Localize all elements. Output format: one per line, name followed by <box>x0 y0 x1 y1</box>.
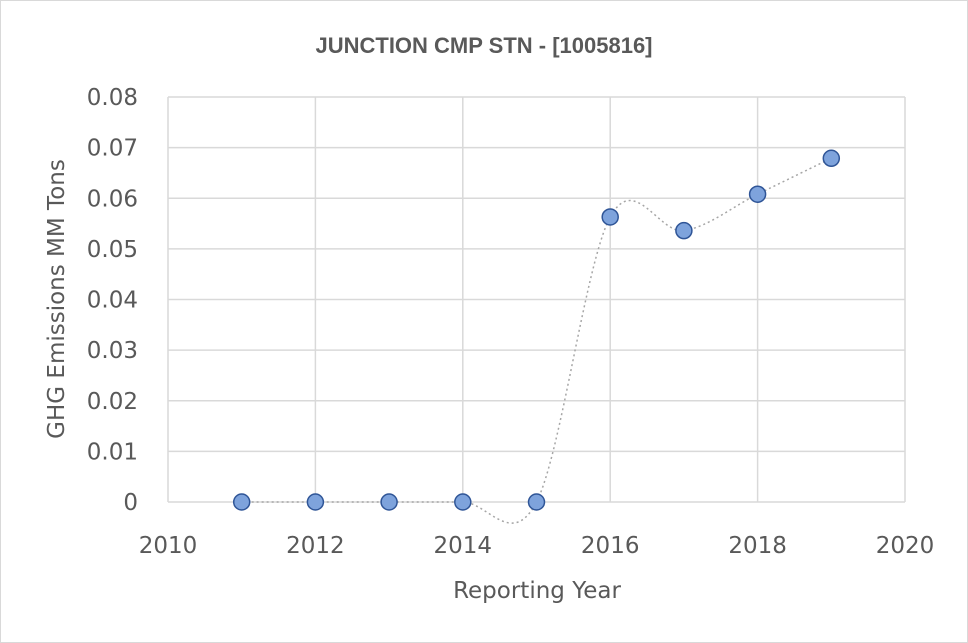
x-tick-label: 2020 <box>876 533 935 559</box>
y-tick-label: 0.01 <box>87 439 138 465</box>
data-point <box>675 221 693 240</box>
x-tick-label: 2010 <box>139 533 198 559</box>
y-tick-label: 0 <box>123 490 138 516</box>
data-point <box>822 149 841 168</box>
y-tick-label: 0.07 <box>87 136 138 162</box>
chart-title: JUNCTION CMP STN - [1005816] <box>315 33 652 58</box>
y-tick-label: 0.04 <box>87 288 138 314</box>
y-tick-label: 0.05 <box>87 237 138 263</box>
x-tick-label: 2016 <box>581 533 640 559</box>
y-tick-label: 0.08 <box>87 85 138 111</box>
y-axis-ticks: 0 0.01 0.02 0.03 0.04 0.05 0.06 0.07 0.08 <box>87 85 138 516</box>
data-point <box>380 493 398 511</box>
x-tick-label: 2012 <box>286 533 345 559</box>
data-point <box>454 493 472 511</box>
x-tick-label: 2014 <box>434 533 493 559</box>
x-axis-label: Reporting Year <box>453 578 621 604</box>
data-point <box>306 493 325 511</box>
data-point <box>748 185 767 203</box>
y-tick-label: 0.03 <box>87 338 138 364</box>
y-tick-label: 0.06 <box>87 186 138 212</box>
series-line <box>241 157 832 524</box>
data-points <box>232 149 841 511</box>
x-tick-label: 2018 <box>728 533 787 559</box>
data-point <box>232 493 251 511</box>
x-axis-ticks: 2010 2012 2014 2016 2018 2020 <box>139 533 935 559</box>
y-axis-label: GHG Emissions MM Tons <box>44 159 70 439</box>
data-point <box>527 493 546 511</box>
y-tick-label: 0.02 <box>87 389 138 415</box>
data-point <box>601 208 619 226</box>
gridlines <box>167 96 906 503</box>
